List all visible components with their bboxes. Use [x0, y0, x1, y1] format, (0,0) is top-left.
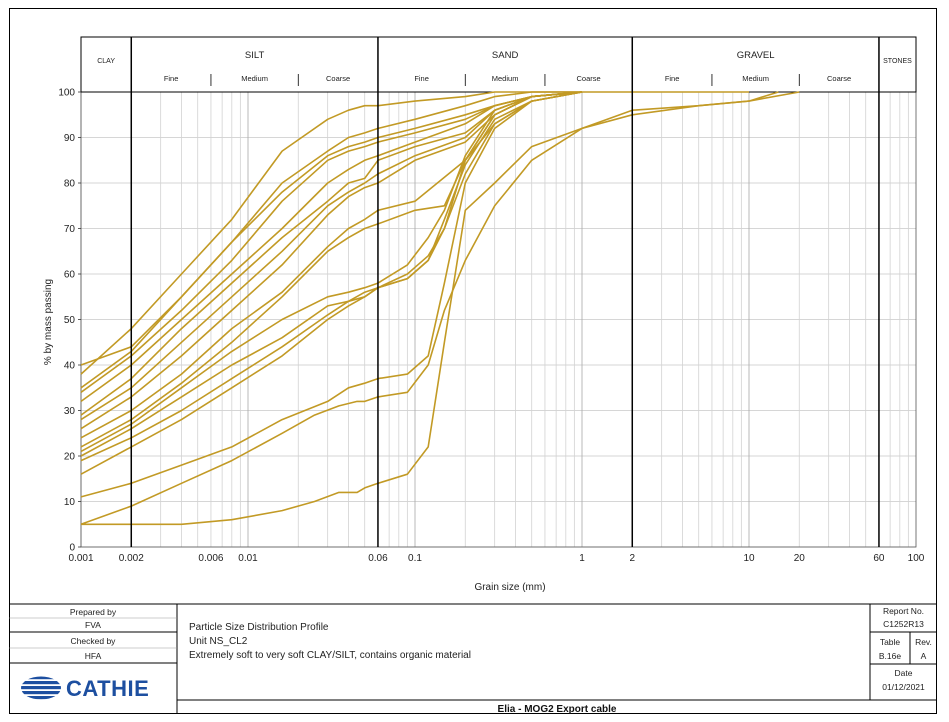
- project-title: Elia - MOG2 Export cable: [497, 704, 617, 715]
- y-tick-label: 50: [64, 315, 76, 326]
- y-tick-label: 80: [64, 179, 76, 190]
- class-label: CLAY: [97, 58, 115, 65]
- report-no-value: C1252R13: [883, 619, 924, 629]
- logo-text: CATHIE: [66, 676, 150, 701]
- series-layer: [80, 91, 800, 526]
- psd-curve-8: [80, 91, 583, 430]
- psd-curve-15: [80, 91, 583, 498]
- psd-curve-16: [80, 91, 800, 526]
- psd-curve-13: [80, 91, 583, 462]
- y-tick-label: 90: [64, 133, 76, 144]
- logo-mark-icon: [21, 676, 61, 700]
- psd-curve-14: [80, 91, 583, 475]
- psd-curve-17: [81, 91, 779, 526]
- report-frame: [9, 8, 937, 714]
- psd-curve-5: [80, 91, 583, 403]
- subclass-label: Fine: [164, 74, 179, 83]
- table-value: B.16e: [878, 651, 902, 661]
- y-tick-label: 40: [64, 361, 76, 372]
- checked-by-value: HFA: [84, 651, 102, 661]
- y-tick-label: 0: [69, 543, 75, 554]
- checked-by-label: Checked by: [70, 636, 116, 646]
- date-label: Date: [894, 668, 913, 678]
- x-tick-label: 2: [629, 553, 635, 564]
- x-tick-label: 0.002: [119, 553, 144, 564]
- class-label: SAND: [492, 50, 519, 61]
- report-no-label: Report No.: [882, 606, 925, 616]
- class-label: GRAVEL: [737, 50, 775, 61]
- psd-curve-2: [80, 91, 582, 375]
- y-tick-label: 20: [64, 452, 76, 463]
- subclass-label: Medium: [742, 74, 769, 83]
- header-box: [80, 36, 917, 93]
- prepared-by-value: FVA: [85, 620, 101, 630]
- date-value: 01/12/2021: [882, 682, 925, 692]
- x-axis-label: Grain size (mm): [474, 582, 545, 593]
- class-label: SILT: [245, 50, 265, 61]
- table-label: Table: [879, 637, 901, 647]
- psd-curve-4: [80, 91, 583, 393]
- particle-size-chart: CLAY SILT SAND GRAVEL STONES Fine Medium Coarse…: [43, 36, 925, 593]
- x-tick-label: 0.001: [68, 553, 93, 564]
- x-tick-label: 10: [743, 553, 755, 564]
- psd-curve-10: [80, 91, 583, 448]
- axis-layer: 0 10 20 30 40 50 60 70 80 90 100 0.001 0.002 0.006 0.0…: [58, 37, 925, 564]
- y-tick-label: 100: [58, 88, 75, 99]
- subclass-label: Medium: [241, 74, 268, 83]
- subclass-label: Coarse: [326, 74, 350, 83]
- info-title: Particle Size Distribution Profile: [189, 622, 329, 633]
- subclass-label: Coarse: [827, 74, 851, 83]
- info-unit: Unit NS_CL2: [189, 636, 248, 647]
- subclass-label: Fine: [414, 74, 429, 83]
- psd-curve-7: [80, 91, 583, 421]
- subclass-label: Medium: [492, 74, 519, 83]
- x-tick-label: 0.01: [238, 553, 258, 564]
- psd-curve-9: [80, 91, 583, 439]
- psd-curve-6: [80, 91, 583, 416]
- subclass-label: Coarse: [577, 74, 601, 83]
- psd-curve-11: [80, 91, 583, 453]
- subclass-label: Fine: [665, 74, 680, 83]
- x-tick-label: 0.1: [408, 553, 422, 564]
- y-tick-label: 30: [64, 406, 76, 417]
- y-tick-label: 70: [64, 224, 76, 235]
- x-tick-label: 20: [794, 553, 806, 564]
- x-tick-label: 1: [579, 553, 585, 564]
- classification-header: CLAY SILT SAND GRAVEL STONES Fine Medium Coarse…: [80, 36, 917, 93]
- x-tick-label: 60: [873, 553, 885, 564]
- y-axis-label: % by mass passing: [43, 279, 54, 365]
- x-tick-label: 100: [908, 553, 925, 564]
- rev-value: A: [920, 651, 927, 661]
- info-description: Extremely soft to very soft CLAY/SILT, c…: [189, 650, 471, 661]
- cathie-logo: CATHIE: [20, 674, 170, 704]
- x-tick-label: 0.006: [198, 553, 223, 564]
- class-label: STONES: [883, 58, 912, 65]
- y-tick-label: 60: [64, 270, 76, 281]
- x-tick-label: 0.06: [368, 553, 388, 564]
- rev-label: Rev.: [915, 637, 932, 647]
- y-tick-label: 10: [64, 497, 76, 508]
- prepared-by-label: Prepared by: [69, 607, 117, 617]
